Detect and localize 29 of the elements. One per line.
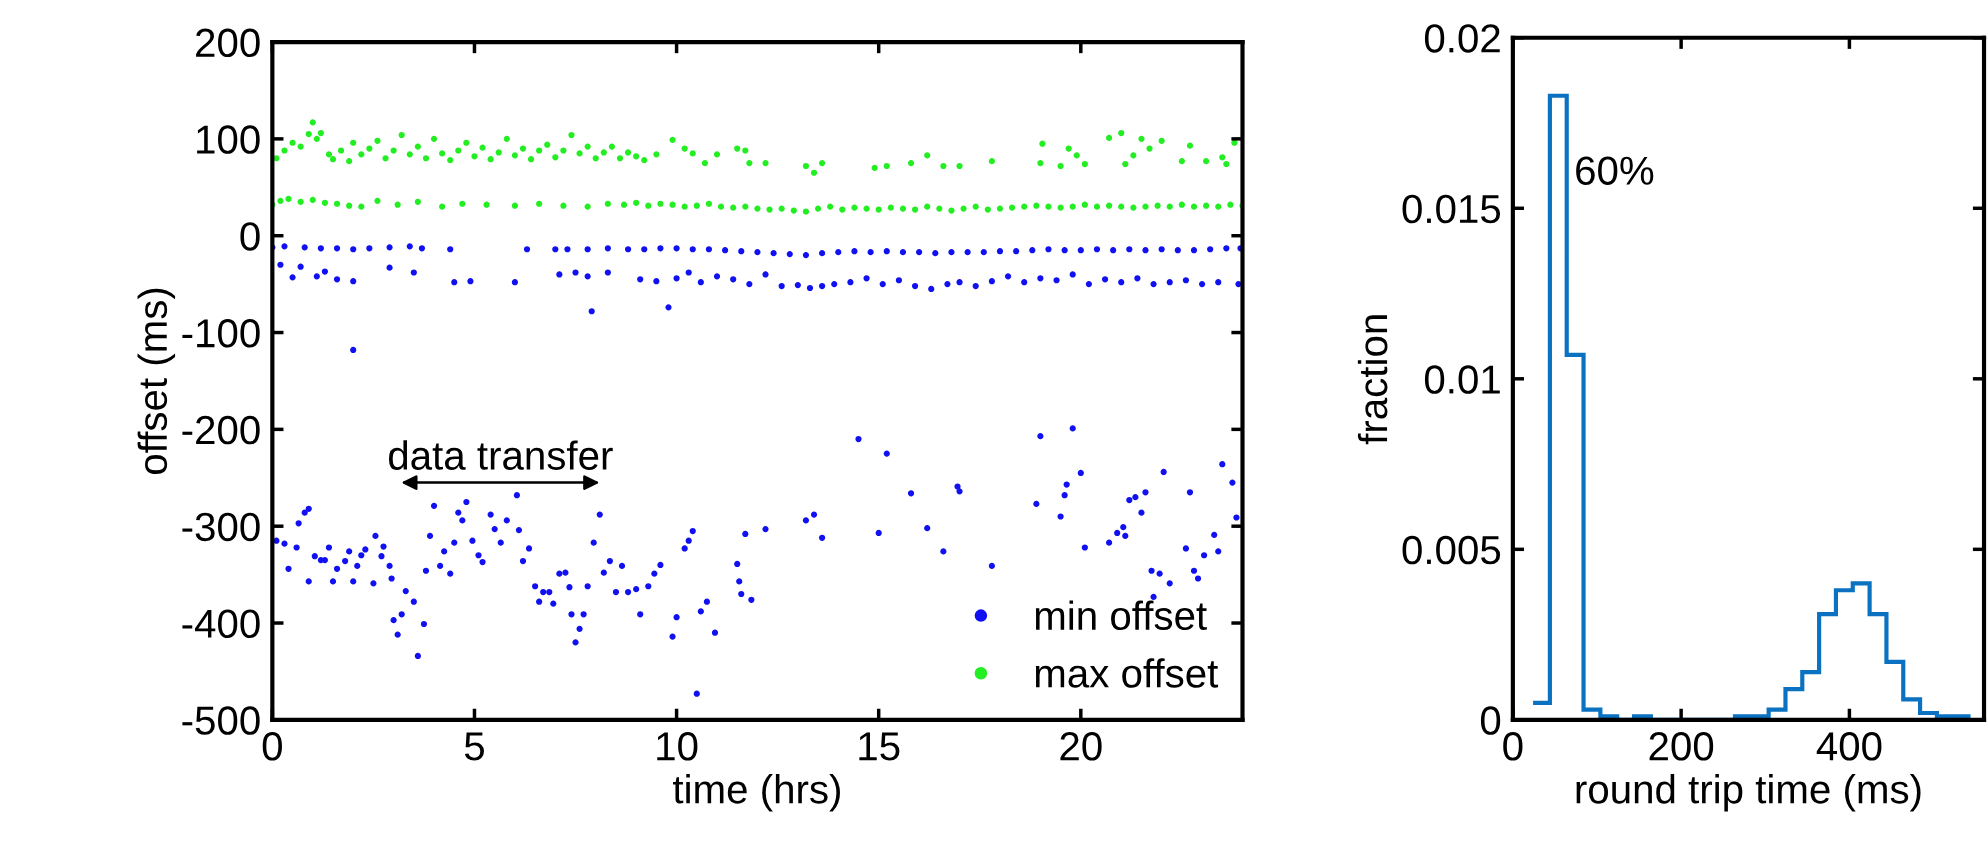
y-tick-label: 0 xyxy=(1480,706,1501,735)
y-tick-label: 100 xyxy=(197,125,260,154)
y-tick-label: -200 xyxy=(182,415,260,445)
x-tick-label: 400 xyxy=(1816,732,1882,761)
x-tick-label: 20 xyxy=(1060,732,1102,761)
y-tick-label: -500 xyxy=(182,706,260,735)
y-tick-label: -400 xyxy=(182,609,260,639)
x-tick-label: 200 xyxy=(1649,732,1714,761)
x-tick-label: 0 xyxy=(1503,732,1523,761)
y-tick-label: 0.005 xyxy=(1402,535,1501,565)
y-tick-label: -100 xyxy=(182,319,260,348)
x-axis-title: time (hrs) xyxy=(673,774,840,812)
y-tick-label: -300 xyxy=(182,512,260,542)
y-axis-title: offset (ms) xyxy=(137,288,176,475)
annotation: 60% xyxy=(1576,156,1654,185)
y-tick-label: 0.015 xyxy=(1402,194,1501,224)
annotation: data transfer xyxy=(388,440,613,470)
y-tick-label: 0.01 xyxy=(1424,365,1500,394)
x-tick-label: 10 xyxy=(657,732,698,761)
x-tick-label: 0 xyxy=(262,732,282,761)
y-tick-label: 0 xyxy=(240,222,260,251)
x-tick-label: 15 xyxy=(859,732,900,761)
y-tick-label: 200 xyxy=(196,28,260,58)
legend-label: max offset xyxy=(1035,658,1219,688)
legend-label: min offset xyxy=(1035,600,1207,631)
y-tick-label: 0.02 xyxy=(1424,24,1500,53)
x-axis-title: round trip time (ms) xyxy=(1576,774,1921,812)
y-axis-title: fraction xyxy=(1357,315,1388,445)
x-tick-label: 5 xyxy=(464,732,484,761)
